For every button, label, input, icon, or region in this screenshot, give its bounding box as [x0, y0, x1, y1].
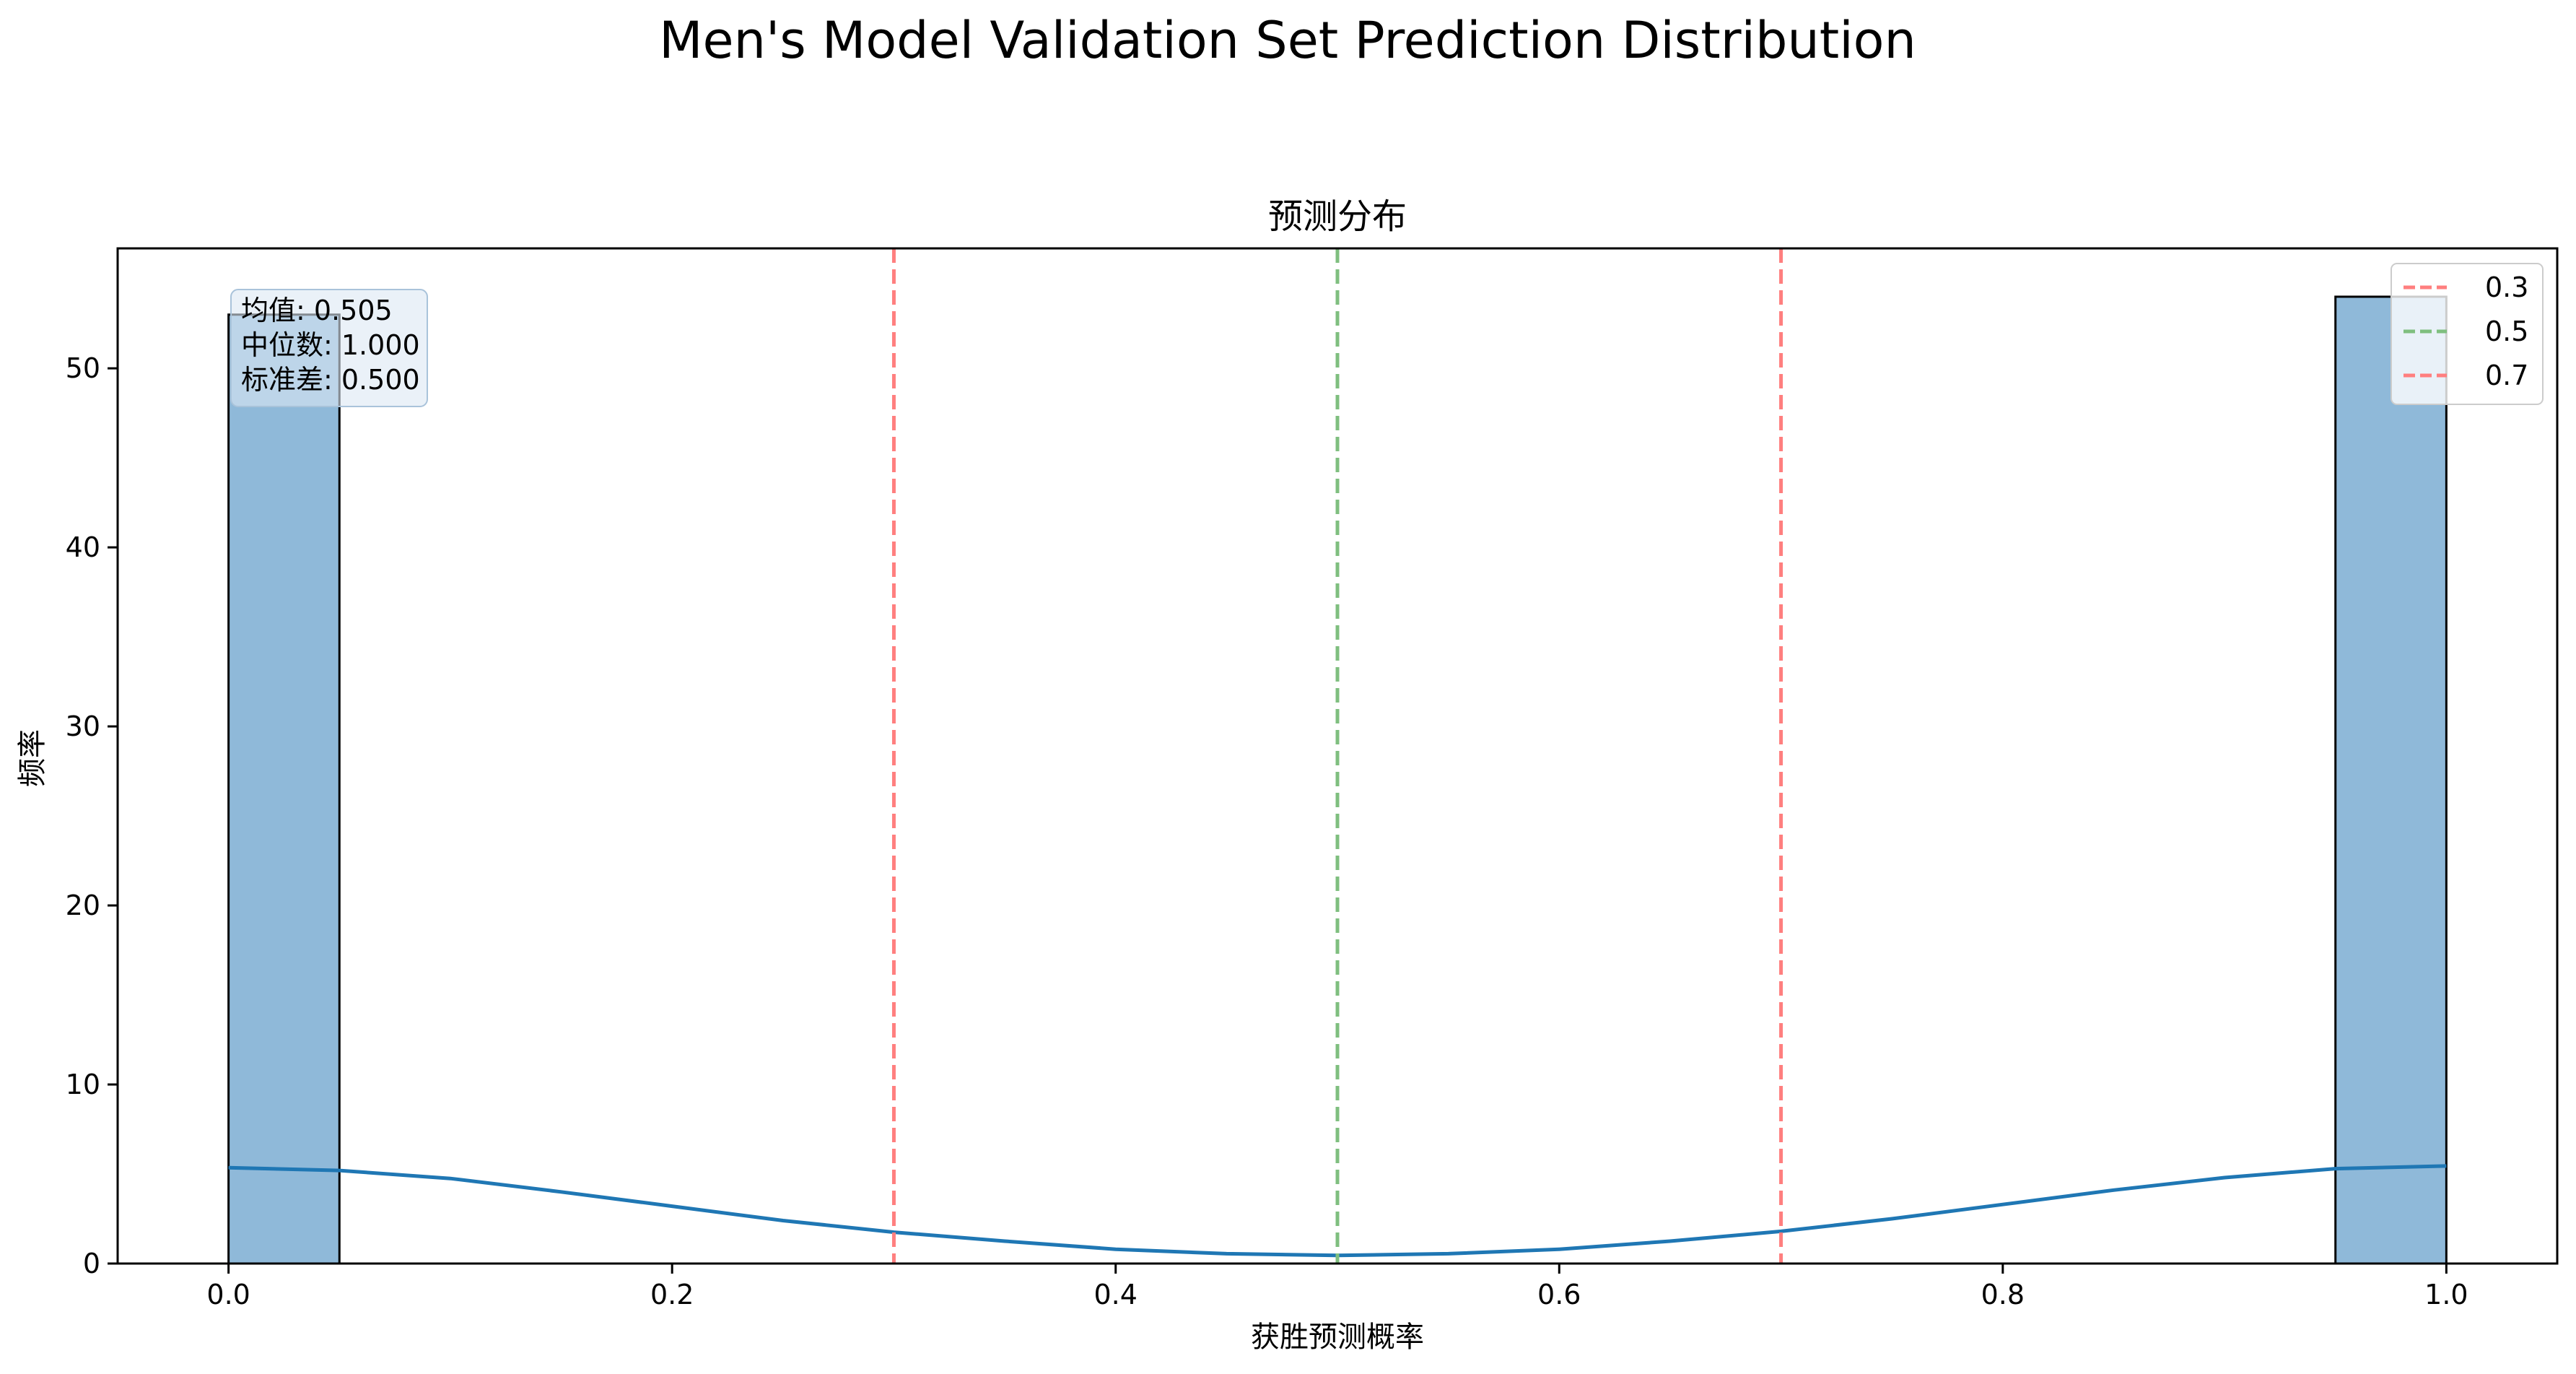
- histogram-bar-0: [227, 313, 341, 1265]
- y-tick-label: 40: [66, 531, 100, 563]
- y-tick-label: 30: [66, 710, 100, 742]
- axes-title: 预测分布: [1268, 196, 1407, 237]
- stats-text: 标准差: 0.500: [241, 364, 420, 396]
- x-tick-label: 1.0: [2424, 1279, 2468, 1310]
- y-axis-label: 频率: [16, 729, 49, 787]
- legend-label: 0.3: [2485, 271, 2528, 303]
- y-tick-label: 0: [83, 1248, 100, 1279]
- plot-area: 0.0 0.2 0.4 0.6 0.8 1.0 0 10 20 30 40 50 均值: 0.505中位…: [66, 247, 2559, 1310]
- histogram-bar-1: [2334, 295, 2448, 1265]
- x-tick-label: 0.8: [1981, 1279, 2025, 1310]
- y-tick-label: 50: [66, 352, 100, 384]
- legend-label: 0.7: [2485, 360, 2528, 391]
- y-tick-label: 20: [66, 890, 100, 921]
- stats-text: 均值: 0.505: [241, 295, 393, 326]
- legend-box: [2391, 263, 2544, 405]
- stats-box: [230, 289, 428, 407]
- figure-title: Men's Model Validation Set Prediction Di…: [659, 11, 1916, 70]
- x-tick-label: 0.4: [1094, 1279, 1138, 1310]
- x-tick-label: 0.2: [650, 1279, 694, 1310]
- legend-label: 0.5: [2485, 316, 2528, 347]
- axes-frame: [116, 247, 2559, 1265]
- x-axis-label: 获胜预测概率: [1251, 1321, 1424, 1354]
- y-tick-label: 10: [66, 1069, 100, 1100]
- stats-text: 中位数: 1.000: [241, 329, 420, 361]
- x-tick-label: 0.6: [1537, 1279, 1581, 1310]
- x-tick-label: 0.0: [206, 1279, 250, 1310]
